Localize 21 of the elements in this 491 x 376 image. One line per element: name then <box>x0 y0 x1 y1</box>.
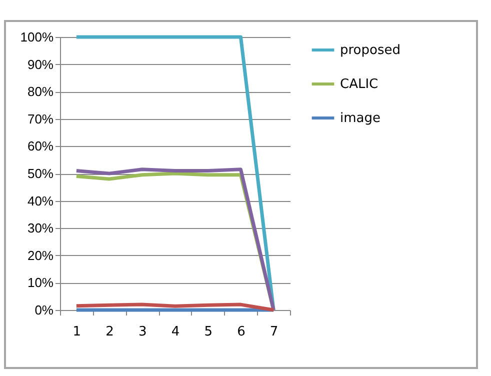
legend-label: proposed <box>340 43 400 58</box>
x-tick-label: 6 <box>237 324 246 340</box>
y-tick-label: 100% <box>20 30 54 44</box>
y-tick-label: 20% <box>27 248 54 263</box>
x-tick-label: 4 <box>171 324 180 340</box>
y-tick-label: 30% <box>27 220 54 236</box>
x-tick-label: 3 <box>138 324 147 340</box>
y-tick-label: 0% <box>34 302 54 318</box>
legend-label: image <box>340 111 380 126</box>
y-tick-label: 10% <box>27 275 54 290</box>
y-tick-label: 40% <box>27 193 54 208</box>
y-tick-label: 50% <box>27 166 54 181</box>
x-tick-label: 1 <box>72 324 82 340</box>
legend-label: CALIC <box>340 77 378 92</box>
y-tick-label: 80% <box>27 84 54 100</box>
y-tick-label: 70% <box>27 111 54 126</box>
y-tick-label: 90% <box>27 56 54 72</box>
y-tick-label: 60% <box>27 138 54 154</box>
x-tick-label: 2 <box>106 324 114 340</box>
x-tick-label: 7 <box>270 324 278 340</box>
x-tick-label: 5 <box>204 324 212 340</box>
